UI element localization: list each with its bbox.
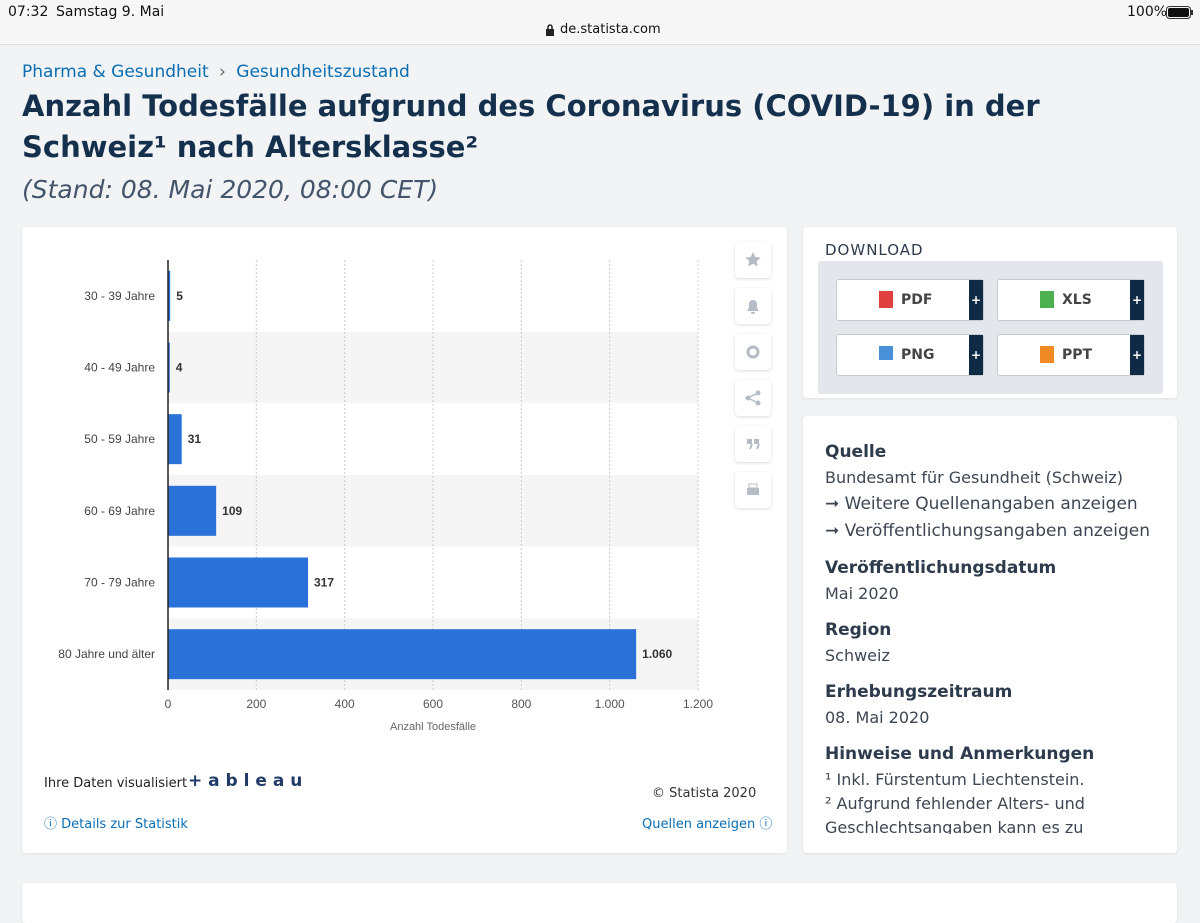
chart: 0 200 400 600 800 1.000 1.200 Anzahl Todesfälle… xyxy=(58,260,713,733)
copyright: © Statista 2020 xyxy=(652,786,757,801)
value-label: 5 xyxy=(176,289,183,303)
bar xyxy=(168,629,637,680)
battery-icon xyxy=(1166,6,1193,19)
next-card xyxy=(22,883,1177,923)
download-button[interactable]: PDF + xyxy=(836,279,984,321)
favorite-button[interactable] xyxy=(735,242,771,278)
note: ² Aufgrund fehlender Alters- und xyxy=(825,794,1085,813)
bar xyxy=(168,414,182,465)
breadcrumb-link[interactable]: Pharma & Gesundheit xyxy=(22,62,209,82)
button-label[interactable]: XLS xyxy=(1062,292,1092,308)
y-tick-label: 40 - 49 Jahre xyxy=(84,361,155,375)
x-tick-label: 400 xyxy=(335,697,355,711)
row-band xyxy=(168,331,698,404)
download-card: DOWNLOAD PDF + XLS + PNG + PPT + xyxy=(803,227,1177,398)
button-label[interactable]: PNG xyxy=(901,347,935,363)
value-label: 31 xyxy=(188,432,202,446)
x-tick-label: 200 xyxy=(246,697,266,711)
details-text[interactable]: Details zur Statistik xyxy=(61,817,188,832)
button-label[interactable]: PDF xyxy=(901,292,933,308)
lock-icon xyxy=(546,24,554,36)
chart-card: 0 200 400 600 800 1.000 1.200 Anzahl Todesfälle… xyxy=(22,227,787,853)
bar xyxy=(168,557,309,608)
battery: 100% xyxy=(1127,4,1168,20)
print-button[interactable] xyxy=(735,472,771,508)
settings-button[interactable] xyxy=(735,334,771,370)
download-title: DOWNLOAD xyxy=(825,241,924,259)
status-bar: 07:32 Samstag 9. Mai de.statista.com 100… xyxy=(0,0,1200,45)
value-label: 317 xyxy=(314,576,334,590)
subtitle: (Stand: 08. Mai 2020, 08:00 CET) xyxy=(22,175,439,204)
value-label: 4 xyxy=(176,361,183,375)
title: Anzahl Todesfälle aufgrund des Coronavir… xyxy=(22,89,1040,164)
tableau-logo[interactable]: + a b l e a u xyxy=(188,771,303,791)
download-button[interactable]: PNG + xyxy=(836,334,984,376)
url[interactable]: de.statista.com xyxy=(560,22,661,37)
value-label: 1.060 xyxy=(642,647,672,661)
share-button[interactable] xyxy=(735,380,771,416)
info-body: Quelle Bundesamt für Gesundheit (Schweiz… xyxy=(825,440,1165,834)
row-band xyxy=(168,475,698,547)
sources-text[interactable]: Quellen anzeigen xyxy=(642,817,756,832)
x-axis-label: Anzahl Todesfälle xyxy=(390,721,476,733)
bar xyxy=(168,270,171,321)
x-tick-label: 0 xyxy=(165,697,172,711)
alert-button[interactable] xyxy=(735,288,771,324)
y-tick-label: 60 - 69 Jahre xyxy=(84,504,155,518)
link-text[interactable]: Veröffentlichungsangaben anzeigen xyxy=(844,521,1150,541)
breadcrumb-link[interactable]: Gesundheitszustand xyxy=(236,62,410,82)
download-button[interactable]: PPT + xyxy=(997,334,1145,376)
y-tick-label: 30 - 39 Jahre xyxy=(84,289,155,303)
y-tick-label: 80 Jahre und älter xyxy=(58,647,155,661)
info-link[interactable]: ➞ Weitere Quellenangaben anzeigen xyxy=(825,494,1138,514)
x-tick-label: 1.000 xyxy=(595,697,625,711)
note: ¹ Inkl. Fürstentum Liechtenstein. xyxy=(825,770,1085,789)
sources-link[interactable]: Quellen anzeigen ⓘ xyxy=(642,817,773,832)
download-button[interactable]: XLS + xyxy=(997,279,1145,321)
info-heading: Veröffentlichungsdatum xyxy=(825,558,1057,578)
y-tick-label: 50 - 59 Jahre xyxy=(84,432,155,446)
info-text: Mai 2020 xyxy=(825,584,899,603)
details-link[interactable]: ⓘ Details zur Statistik xyxy=(44,817,188,832)
cite-button[interactable] xyxy=(735,426,771,462)
bar xyxy=(168,342,170,393)
note: Geschlechtsangaben kann es zu xyxy=(825,818,1084,834)
info-text: 08. Mai 2020 xyxy=(825,708,930,727)
info-text: Bundesamt für Gesundheit (Schweiz) xyxy=(825,468,1123,487)
y-tick-label: 70 - 79 Jahre xyxy=(84,576,155,590)
visualized-text: Ihre Daten visualisiert xyxy=(44,776,188,791)
info-heading: Hinweise und Anmerkungen xyxy=(825,744,1095,764)
value-label: 109 xyxy=(222,504,242,518)
info-link[interactable]: ➞ Veröffentlichungsangaben anzeigen xyxy=(825,521,1150,541)
x-tick-label: 600 xyxy=(423,697,443,711)
link-text[interactable]: Weitere Quellenangaben anzeigen xyxy=(844,494,1138,514)
info-heading: Quelle xyxy=(825,442,887,462)
x-tick-label: 1.200 xyxy=(683,697,713,711)
info-heading: Region xyxy=(825,620,892,640)
time: 07:32 xyxy=(8,4,49,20)
x-tick-label: 800 xyxy=(511,697,531,711)
bar xyxy=(168,485,217,536)
button-label[interactable]: PPT xyxy=(1062,347,1093,363)
download-panel: PDF + XLS + PNG + PPT + xyxy=(818,261,1163,394)
info-text: Schweiz xyxy=(825,646,890,665)
info-heading: Erhebungszeitraum xyxy=(825,682,1013,702)
info-card: Quelle Bundesamt für Gesundheit (Schweiz… xyxy=(803,416,1177,853)
breadcrumb: Pharma & Gesundheit › Gesundheitszustand xyxy=(22,62,410,82)
date: Samstag 9. Mai xyxy=(56,4,165,20)
